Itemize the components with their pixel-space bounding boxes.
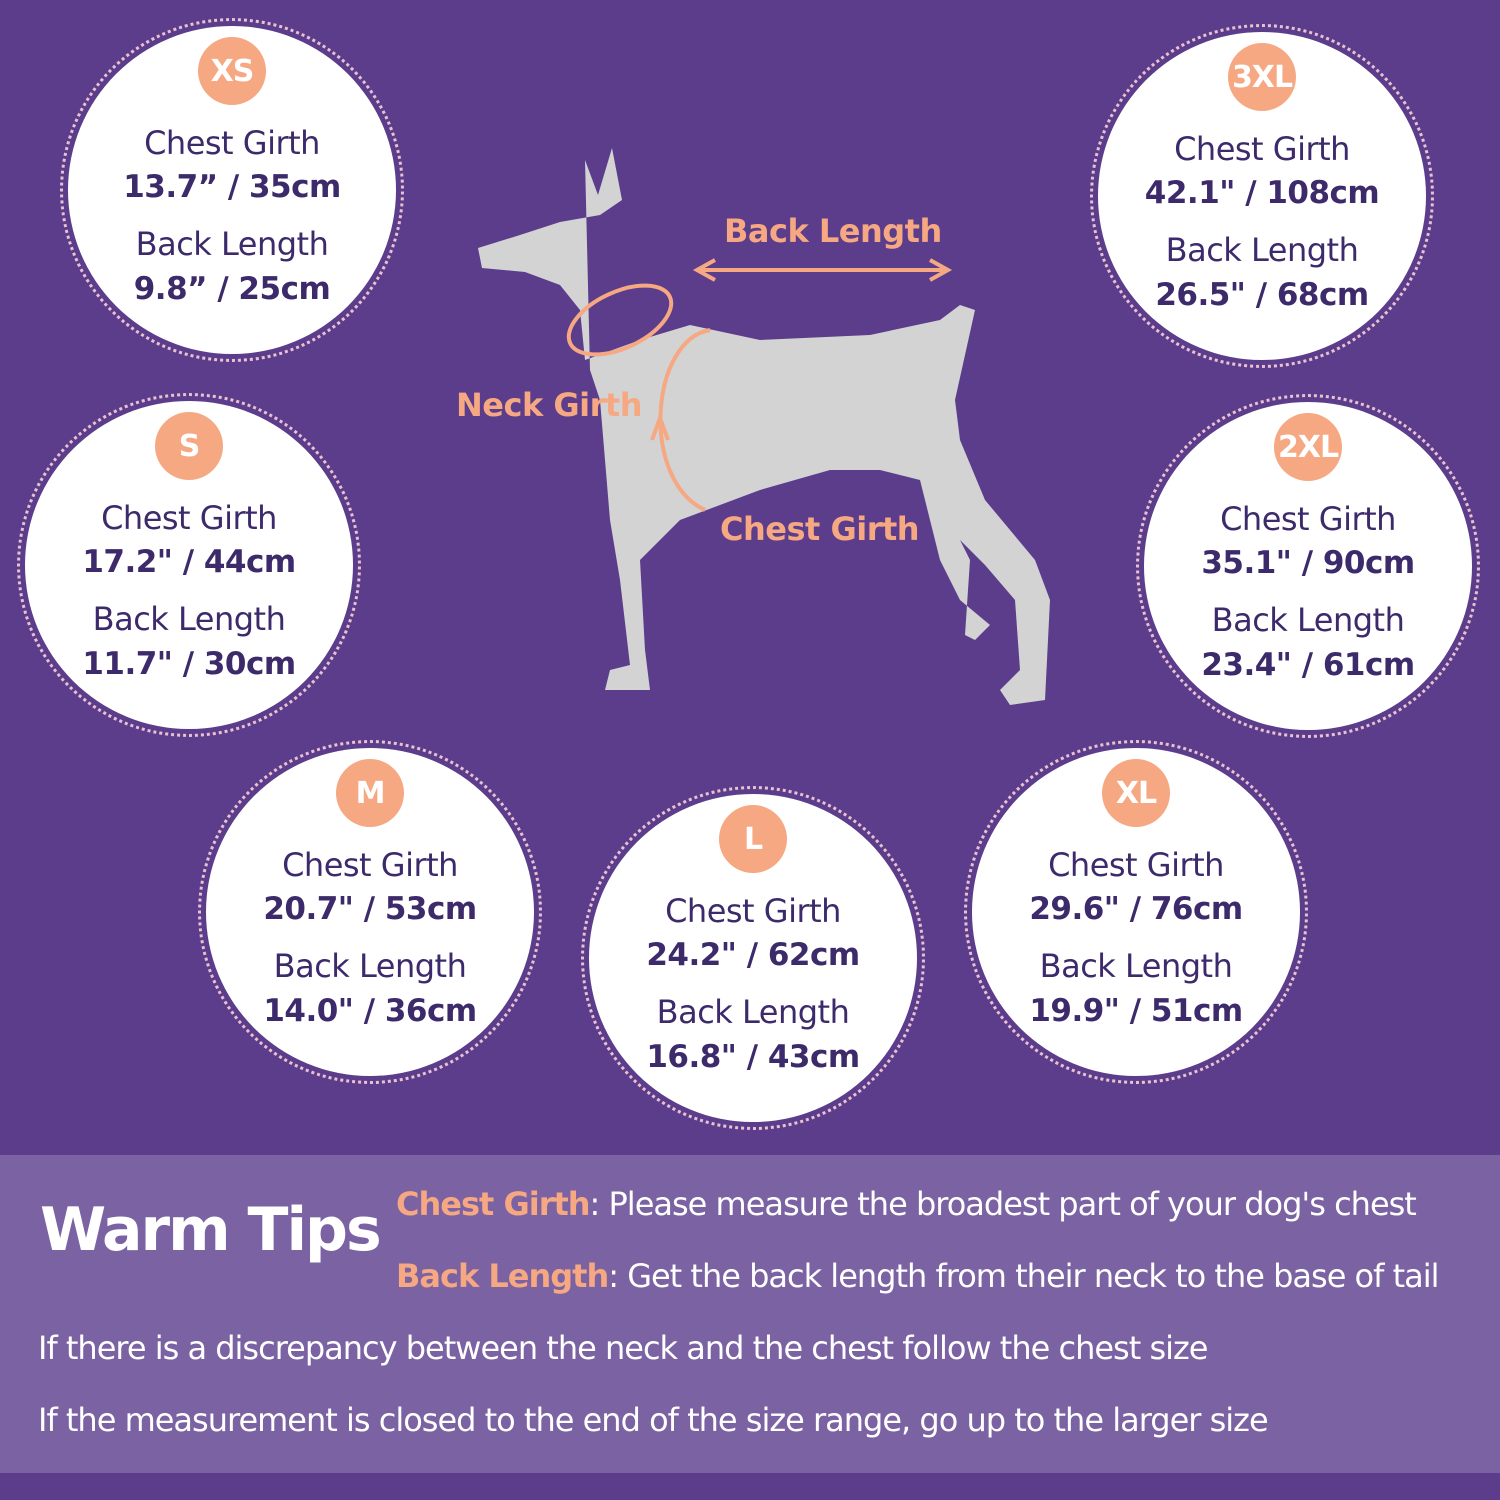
back-length-label: Back Length xyxy=(92,600,286,638)
back-length-label: Back Length xyxy=(656,993,850,1031)
back-length-label: Back Length xyxy=(135,225,329,263)
tip-text: : Get the back length from their neck to… xyxy=(608,1257,1439,1295)
back-length-value: 11.7" / 30cm xyxy=(82,646,296,682)
size-badge: S xyxy=(155,412,223,480)
chest-girth-value: 20.7" / 53cm xyxy=(263,891,477,927)
back-length-value: 14.0" / 36cm xyxy=(263,993,477,1029)
tip-chest-girth: Chest Girth: Please measure the broadest… xyxy=(396,1185,1417,1223)
chest-girth-marker xyxy=(658,328,711,512)
back-length-label: Back Length xyxy=(1165,231,1359,269)
size-badge: 3XL xyxy=(1228,43,1296,111)
tip-back-length: Back Length: Get the back length from th… xyxy=(396,1257,1440,1295)
back-length-value: 19.9" / 51cm xyxy=(1029,993,1243,1029)
chest-girth-label: Chest Girth xyxy=(101,499,277,537)
chest-girth-label: Chest Girth xyxy=(720,510,920,548)
size-badge: 2XL xyxy=(1274,413,1342,481)
arrow-head-right-icon xyxy=(929,258,953,282)
size-card-xl: XL Chest Girth 29.6" / 76cm Back Length … xyxy=(964,740,1308,1084)
chest-girth-value: 13.7” / 35cm xyxy=(123,169,341,205)
back-length-label: Back Length xyxy=(1039,947,1233,985)
dog-diagram xyxy=(478,148,1050,705)
chest-girth-arrow-icon xyxy=(650,412,670,441)
back-length-label: Back Length xyxy=(1211,601,1405,639)
dog-silhouette xyxy=(478,148,1050,705)
chest-girth-value: 42.1" / 108cm xyxy=(1144,175,1380,211)
size-card-xs: XS Chest Girth 13.7” / 35cm Back Length … xyxy=(60,18,404,362)
arrow-head-left-icon xyxy=(692,258,716,282)
chest-girth-value: 24.2" / 62cm xyxy=(646,937,860,973)
tip-key: Back Length xyxy=(396,1257,609,1295)
neck-girth-marker xyxy=(566,283,674,357)
size-badge: XL xyxy=(1102,759,1170,827)
back-length-value: 26.5" / 68cm xyxy=(1155,277,1369,313)
chest-girth-label: Chest Girth xyxy=(1220,500,1396,538)
size-card-s: S Chest Girth 17.2" / 44cm Back Length 1… xyxy=(17,393,361,737)
size-card-3xl: 3XL Chest Girth 42.1" / 108cm Back Lengt… xyxy=(1090,24,1434,368)
chest-girth-label: Chest Girth xyxy=(144,124,320,162)
back-length-label: Back Length xyxy=(273,947,467,985)
chest-girth-value: 17.2" / 44cm xyxy=(82,544,296,580)
warm-tips-panel: Warm Tips Chest Girth: Please measure th… xyxy=(0,1155,1500,1473)
chest-girth-value: 29.6" / 76cm xyxy=(1029,891,1243,927)
size-card-m: M Chest Girth 20.7" / 53cm Back Length 1… xyxy=(198,740,542,1084)
back-length-label: Back Length xyxy=(724,212,942,250)
size-badge: L xyxy=(719,805,787,873)
chest-girth-value: 35.1" / 90cm xyxy=(1201,545,1415,581)
chest-girth-label: Chest Girth xyxy=(282,846,458,884)
tip-discrepancy: If there is a discrepancy between the ne… xyxy=(38,1329,1208,1367)
back-length-value: 9.8” / 25cm xyxy=(133,271,331,307)
back-length-value: 16.8" / 43cm xyxy=(646,1039,860,1075)
tip-text: : Please measure the broadest part of yo… xyxy=(589,1185,1417,1223)
size-card-l: L Chest Girth 24.2" / 62cm Back Length 1… xyxy=(581,786,925,1130)
size-card-2xl: 2XL Chest Girth 35.1" / 90cm Back Length… xyxy=(1136,394,1480,738)
neck-girth-label: Neck Girth xyxy=(456,386,642,424)
back-length-value: 23.4" / 61cm xyxy=(1201,647,1415,683)
size-badge: M xyxy=(336,759,404,827)
chest-girth-label: Chest Girth xyxy=(1174,130,1350,168)
tip-key: Chest Girth xyxy=(396,1185,591,1223)
chest-girth-label: Chest Girth xyxy=(665,892,841,930)
chest-girth-label: Chest Girth xyxy=(1048,846,1224,884)
size-badge: XS xyxy=(198,37,266,105)
tip-size-range: If the measurement is closed to the end … xyxy=(38,1401,1269,1439)
warm-tips-title: Warm Tips xyxy=(40,1195,382,1265)
